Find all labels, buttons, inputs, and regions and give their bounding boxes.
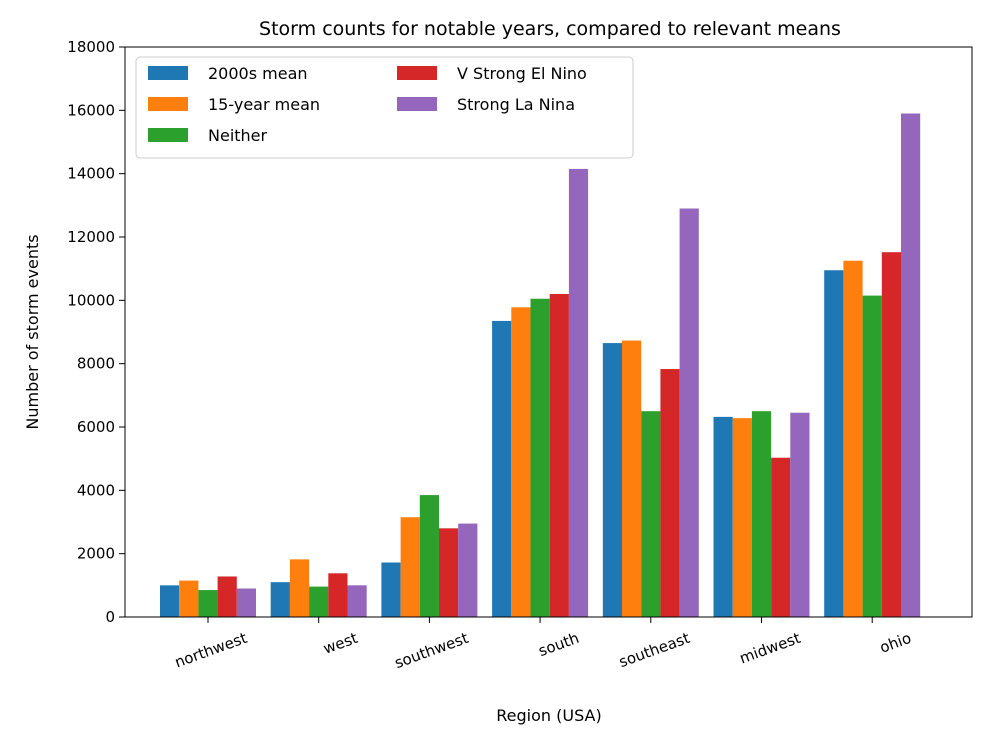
- y-axis-label: Number of storm events: [23, 234, 42, 429]
- bar-northwest-15-year-mean: [179, 580, 199, 617]
- bar-south-strong-la-nina: [568, 168, 589, 618]
- bar-northwest-neither: [198, 590, 218, 617]
- bar-midwest-neither: [751, 411, 772, 617]
- y-axis: 0 2000 4000 6000 8000 10000 12000 14000 16000 180…: [67, 38, 125, 626]
- x-axis: northwest west southwest south southeast midw…: [172, 617, 914, 672]
- bar-ohio-2000s-mean: [824, 270, 844, 617]
- y-tick-label: 10000: [67, 291, 115, 309]
- bar-west-15-year-mean: [289, 559, 310, 617]
- x-tick-label: southwest: [392, 629, 471, 672]
- bar-south-2000s-mean: [492, 320, 512, 617]
- y-tick-label: 18000: [67, 38, 115, 56]
- y-tick-label: 0: [105, 608, 115, 626]
- legend-label: V Strong El Nino: [457, 64, 587, 83]
- x-tick-label: ohio: [877, 629, 913, 657]
- bar-south-neither: [530, 298, 550, 617]
- bar-southwest-strong-la-nina: [458, 523, 478, 617]
- legend-box: [135, 56, 634, 159]
- bar-southwest-v-strong-el-nino: [439, 528, 459, 617]
- bar-southwest-neither: [419, 495, 439, 617]
- bar-southwest-15-year-mean: [400, 517, 420, 617]
- x-axis-label: Region (USA): [496, 706, 601, 725]
- legend-label: Neither: [208, 126, 268, 145]
- legend-swatch: [148, 97, 188, 111]
- legend-label: Strong La Nina: [457, 95, 575, 114]
- y-tick-label: 6000: [77, 418, 115, 436]
- bar-midwest-strong-la-nina: [790, 412, 810, 617]
- y-tick-label: 4000: [77, 481, 115, 499]
- bar-west-strong-la-nina: [347, 585, 367, 617]
- bar-southeast-2000s-mean: [602, 343, 622, 617]
- bar-ohio-neither: [862, 295, 882, 617]
- bar-south-15-year-mean: [511, 307, 531, 617]
- bar-midwest-2000s-mean: [713, 416, 733, 617]
- bar-southeast-15-year-mean: [622, 340, 642, 617]
- legend-swatch: [148, 128, 188, 142]
- x-tick-label: west: [321, 629, 360, 658]
- x-tick-label: midwest: [737, 629, 803, 668]
- legend: 2000s mean 15-year mean Neither V Strong El…: [135, 56, 634, 159]
- legend-label: 2000s mean: [208, 64, 308, 83]
- bar-midwest-15-year-mean: [732, 418, 752, 617]
- bar-northwest-strong-la-nina: [236, 588, 256, 617]
- bar-southeast-strong-la-nina: [679, 208, 699, 617]
- bar-west-v-strong-el-nino: [328, 573, 348, 617]
- bars-layer: [160, 113, 921, 618]
- bar-west-neither: [309, 586, 329, 617]
- legend-swatch: [148, 66, 188, 80]
- y-tick-label: 12000: [67, 228, 115, 246]
- x-tick-label: northwest: [172, 629, 249, 672]
- bar-ohio-15-year-mean: [843, 260, 863, 617]
- legend-label: 15-year mean: [208, 95, 320, 114]
- bar-south-v-strong-el-nino: [549, 294, 569, 617]
- bar-ohio-v-strong-el-nino: [881, 252, 901, 617]
- y-tick-label: 14000: [67, 165, 115, 183]
- bar-midwest-v-strong-el-nino: [771, 457, 791, 617]
- legend-swatch: [397, 97, 437, 111]
- x-tick-label: south: [536, 629, 582, 660]
- bar-ohio-strong-la-nina: [901, 113, 921, 617]
- x-tick-label: southeast: [616, 629, 692, 671]
- y-tick-label: 2000: [77, 545, 115, 563]
- bar-southeast-v-strong-el-nino: [660, 369, 680, 617]
- bar-northwest-2000s-mean: [160, 585, 180, 617]
- legend-swatch: [397, 66, 437, 80]
- y-tick-label: 8000: [77, 355, 115, 373]
- y-tick-label: 16000: [67, 101, 115, 119]
- bar-northwest-v-strong-el-nino: [217, 576, 237, 617]
- plot-frame: [124, 46, 973, 618]
- bar-southwest-2000s-mean: [381, 562, 401, 617]
- bar-west-2000s-mean: [270, 582, 290, 617]
- chart-title: Storm counts for notable years, compared…: [259, 18, 841, 40]
- bar-southeast-neither: [641, 411, 661, 617]
